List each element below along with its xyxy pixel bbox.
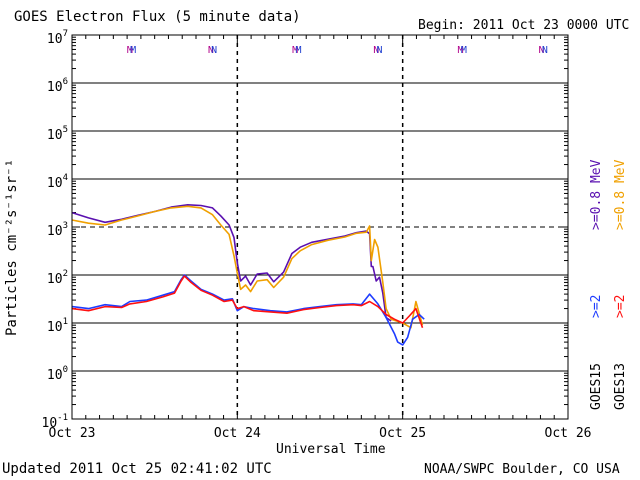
series-line-1 xyxy=(71,204,392,322)
x-tick-label: Oct 23 xyxy=(49,426,96,441)
noon-marker: N xyxy=(539,45,545,56)
chart-title: GOES Electron Flux (5 minute data) xyxy=(14,9,301,25)
noon-marker: M xyxy=(127,45,133,56)
updated-timestamp: Updated 2011 Oct 25 02:41:02 UTC xyxy=(2,461,272,477)
y-tick-label: 103 xyxy=(47,221,68,239)
legend-entry: >=0.8 MeV xyxy=(589,159,604,230)
noon-marker: M xyxy=(292,45,298,56)
x-axis-label: Universal Time xyxy=(276,442,386,457)
x-tick-label: Oct 26 xyxy=(545,426,592,441)
legend-entry: GOES13 xyxy=(613,363,628,410)
begin-date-label: Begin: 2011 Oct 23 0000 UTC xyxy=(418,18,630,33)
y-tick-label: 105 xyxy=(47,125,68,143)
series-line-2 xyxy=(71,205,424,329)
y-tick-label: 107 xyxy=(47,29,68,47)
series-line-4 xyxy=(71,275,424,328)
y-tick-label: 10-1 xyxy=(42,413,69,431)
noon-marker: M xyxy=(461,45,467,56)
legend-entry: >=0.8 MeV xyxy=(613,159,628,230)
y-tick-label: 102 xyxy=(47,269,68,287)
y-axis-label: Particles cm⁻²s⁻¹sr⁻¹ xyxy=(4,158,20,336)
credit-label: NOAA/SWPC Boulder, CO USA xyxy=(424,462,620,477)
noon-marker: N xyxy=(373,45,379,56)
legend-entry: >=2 xyxy=(589,294,604,318)
noon-marker: M xyxy=(130,45,136,56)
noon-marker: N xyxy=(377,45,383,56)
noon-marker: M xyxy=(458,45,464,56)
y-tick-label: 100 xyxy=(47,365,68,383)
noon-marker: N xyxy=(208,45,214,56)
x-tick-label: Oct 25 xyxy=(379,426,426,441)
noon-marker: N xyxy=(542,45,548,56)
legend-entry: >=2 xyxy=(613,294,628,318)
y-tick-label: 104 xyxy=(47,173,68,191)
noon-marker: N xyxy=(211,45,217,56)
plot-frame xyxy=(71,34,569,420)
x-tick-label: Oct 24 xyxy=(214,426,261,441)
legend-entry: GOES15 xyxy=(589,363,604,410)
y-tick-label: 106 xyxy=(47,77,68,95)
series-line-3 xyxy=(71,274,425,346)
noon-marker: M xyxy=(295,45,301,56)
y-tick-label: 101 xyxy=(47,317,68,335)
